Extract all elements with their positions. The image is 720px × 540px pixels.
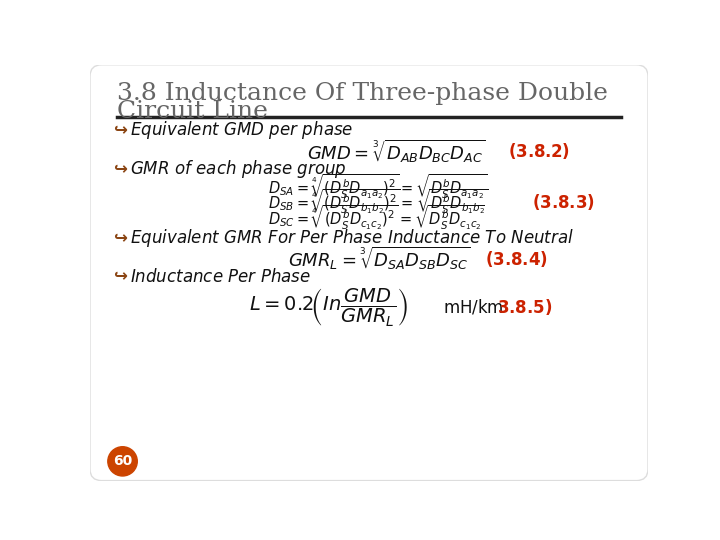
Text: $\mathit{Equivalent\ GMD\ per\ phase}$: $\mathit{Equivalent\ GMD\ per\ phase}$	[130, 119, 354, 141]
Text: $\mathit{GMR}_{L} = \sqrt[3]{\mathit{D}_{SA}\mathit{D}_{SB}\mathit{D}_{SC}}$: $\mathit{GMR}_{L} = \sqrt[3]{\mathit{D}_…	[287, 245, 471, 272]
Text: $\mathbf{3.8.5)}$: $\mathbf{3.8.5)}$	[497, 298, 552, 318]
Text: $\mathit{Equivalent\ GMR\ For\ Per\ Phase\ Inductance\ To\ Neutral}$: $\mathit{Equivalent\ GMR\ For\ Per\ Phas…	[130, 227, 574, 249]
Text: $\mathit{D}_{SA} = \sqrt[4]{(\mathit{D}_{S}^{b}\mathit{D}_{a_1a_2})^{2}} = \sqrt: $\mathit{D}_{SA} = \sqrt[4]{(\mathit{D}_…	[269, 172, 487, 201]
Text: ↪: ↪	[113, 160, 127, 178]
Text: $\mathbf{(3.8.3)}$: $\mathbf{(3.8.3)}$	[532, 192, 595, 212]
Text: 60: 60	[113, 454, 132, 468]
FancyBboxPatch shape	[90, 65, 648, 481]
Text: $\mathit{D}_{SC} = \sqrt[4]{(\mathit{D}_{S}^{b}\mathit{D}_{c_1c_2})^{2}} = \sqrt: $\mathit{D}_{SC} = \sqrt[4]{(\mathit{D}_…	[269, 203, 485, 232]
Text: 3.8 Inductance Of Three-phase Double: 3.8 Inductance Of Three-phase Double	[117, 82, 608, 105]
Text: Circuit Line: Circuit Line	[117, 100, 268, 123]
Text: ↪: ↪	[113, 229, 127, 247]
Text: ↪: ↪	[113, 122, 127, 139]
Text: $\mathit{GMD} = \sqrt[3]{\mathit{D}_{AB}\mathit{D}_{BC}\mathit{D}_{AC}}$: $\mathit{GMD} = \sqrt[3]{\mathit{D}_{AB}…	[307, 138, 486, 165]
Text: $\mathit{Inductance\ Per\ Phase}$: $\mathit{Inductance\ Per\ Phase}$	[130, 267, 311, 286]
Circle shape	[108, 447, 138, 476]
Text: $\mathrm{mH/km}$: $\mathrm{mH/km}$	[443, 298, 503, 317]
Text: $\mathbf{(3.8.2)}$: $\mathbf{(3.8.2)}$	[508, 141, 570, 161]
Text: $\mathit{L} = 0.2\!\left(\mathit{In}\dfrac{\mathit{GMD}}{\mathit{GMR}_{L}}\right: $\mathit{L} = 0.2\!\left(\mathit{In}\dfr…	[249, 286, 408, 328]
Text: $\mathbf{(3.8.4)}$: $\mathbf{(3.8.4)}$	[485, 249, 548, 269]
Text: $\mathit{GMR\ of\ each\ phase\ group}$: $\mathit{GMR\ of\ each\ phase\ group}$	[130, 158, 347, 180]
Text: ↪: ↪	[113, 267, 127, 286]
Text: $\mathit{D}_{SB} = \sqrt[4]{(\mathit{D}_{S}^{b}\mathit{D}_{b_1b_2})^{2}} = \sqrt: $\mathit{D}_{SB} = \sqrt[4]{(\mathit{D}_…	[269, 187, 488, 216]
